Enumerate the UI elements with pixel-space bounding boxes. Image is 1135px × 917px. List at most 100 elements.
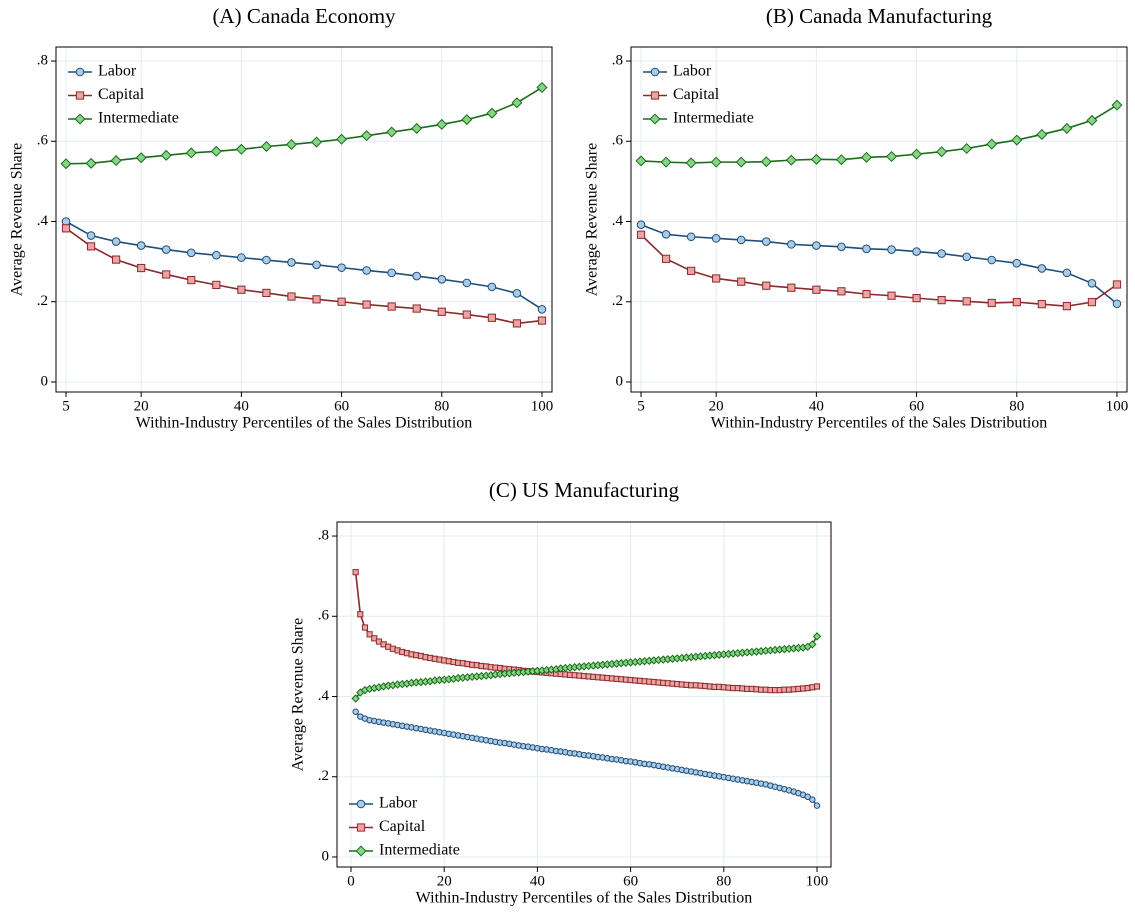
- legend-label: Labor: [379, 795, 418, 812]
- marker: [1062, 302, 1071, 311]
- legend-marker: [356, 823, 366, 832]
- marker: [911, 148, 923, 160]
- x-tick-label: 100: [806, 873, 829, 889]
- x-tick-label: 5: [62, 398, 70, 414]
- y-tick-label: 0: [41, 373, 49, 389]
- marker: [912, 247, 921, 256]
- marker: [1086, 114, 1098, 126]
- y-tick-label: .4: [318, 688, 330, 704]
- legend-label: Capital: [379, 818, 426, 835]
- marker: [1037, 264, 1047, 273]
- legend-label: Intermediate: [673, 110, 754, 127]
- x-axis-label: Within-Industry Percentiles of the Sales…: [416, 890, 753, 907]
- marker: [808, 640, 817, 649]
- x-tick-label: 20: [437, 873, 452, 889]
- y-axis-label: Average Revenue Share: [9, 143, 26, 296]
- y-tick-label: .2: [318, 768, 329, 784]
- marker: [112, 255, 121, 264]
- marker: [986, 138, 998, 150]
- marker: [111, 237, 121, 246]
- marker: [887, 245, 896, 254]
- y-tick-label: .4: [612, 213, 624, 229]
- marker: [762, 281, 771, 290]
- marker: [787, 240, 796, 249]
- x-tick-label: 0: [347, 873, 355, 889]
- marker: [962, 252, 971, 262]
- marker: [636, 220, 646, 230]
- x-tick-label: 40: [234, 398, 249, 414]
- panel-title: (C) US Manufacturing: [489, 478, 680, 502]
- marker: [660, 156, 672, 168]
- series-line: [65, 227, 543, 325]
- marker: [85, 157, 97, 169]
- marker: [262, 288, 271, 298]
- marker: [636, 230, 646, 239]
- x-tick-label: 20: [134, 398, 149, 414]
- marker: [185, 147, 197, 159]
- marker: [1012, 298, 1021, 307]
- x-tick-label: 80: [1009, 398, 1024, 414]
- marker: [437, 307, 446, 316]
- marker: [804, 793, 811, 801]
- marker: [886, 151, 898, 163]
- marker: [661, 230, 671, 239]
- marker: [411, 122, 423, 134]
- marker: [487, 282, 497, 292]
- marker: [687, 266, 696, 275]
- legend-marker: [356, 799, 366, 809]
- y-tick-label: .6: [318, 608, 330, 624]
- marker: [962, 297, 971, 306]
- marker: [336, 133, 348, 145]
- marker: [686, 232, 696, 242]
- panel: (A) Canada Economy 5 20 40 60 80 100 0 .2 .4 .6 .8 W…: [9, 4, 554, 432]
- plot-frame: [337, 522, 831, 867]
- marker: [812, 632, 822, 641]
- marker: [210, 145, 222, 157]
- marker: [712, 274, 721, 283]
- panel-title: (A) Canada Economy: [212, 4, 396, 28]
- legend-marker: [650, 91, 660, 100]
- marker: [1036, 128, 1048, 140]
- marker: [685, 157, 697, 169]
- x-tick-label: 40: [809, 398, 824, 414]
- marker: [362, 300, 371, 309]
- x-tick-label: 60: [334, 398, 349, 414]
- marker: [1012, 258, 1022, 268]
- legend-marker: [650, 67, 660, 77]
- marker: [337, 263, 346, 272]
- marker: [361, 624, 369, 631]
- marker: [711, 234, 721, 243]
- marker: [862, 290, 871, 299]
- marker: [212, 280, 221, 289]
- marker: [387, 302, 396, 311]
- marker: [737, 277, 746, 286]
- y-tick-label: .8: [612, 52, 623, 68]
- legend-marker: [649, 113, 661, 125]
- marker: [186, 248, 196, 258]
- marker: [1062, 268, 1072, 278]
- marker: [785, 154, 797, 166]
- marker: [812, 241, 821, 250]
- y-tick-label: .6: [612, 133, 624, 149]
- marker: [812, 285, 821, 294]
- x-axis-label: Within-Industry Percentiles of the Sales…: [711, 415, 1048, 432]
- marker: [187, 275, 196, 285]
- marker: [135, 152, 147, 164]
- marker: [710, 156, 722, 168]
- marker: [287, 292, 296, 301]
- marker: [137, 263, 146, 273]
- legend-marker: [355, 845, 367, 857]
- x-tick-label: 40: [530, 873, 545, 889]
- marker: [235, 143, 247, 155]
- panel: (C) US Manufacturing 0 20 40 60 80 100 0 .2 .4 .6.…: [290, 478, 832, 907]
- marker: [987, 298, 996, 308]
- marker: [61, 224, 71, 233]
- marker: [387, 268, 396, 278]
- marker: [936, 146, 948, 158]
- marker: [386, 126, 398, 138]
- marker: [285, 138, 297, 150]
- x-tick-label: 60: [623, 873, 638, 889]
- marker: [110, 155, 122, 167]
